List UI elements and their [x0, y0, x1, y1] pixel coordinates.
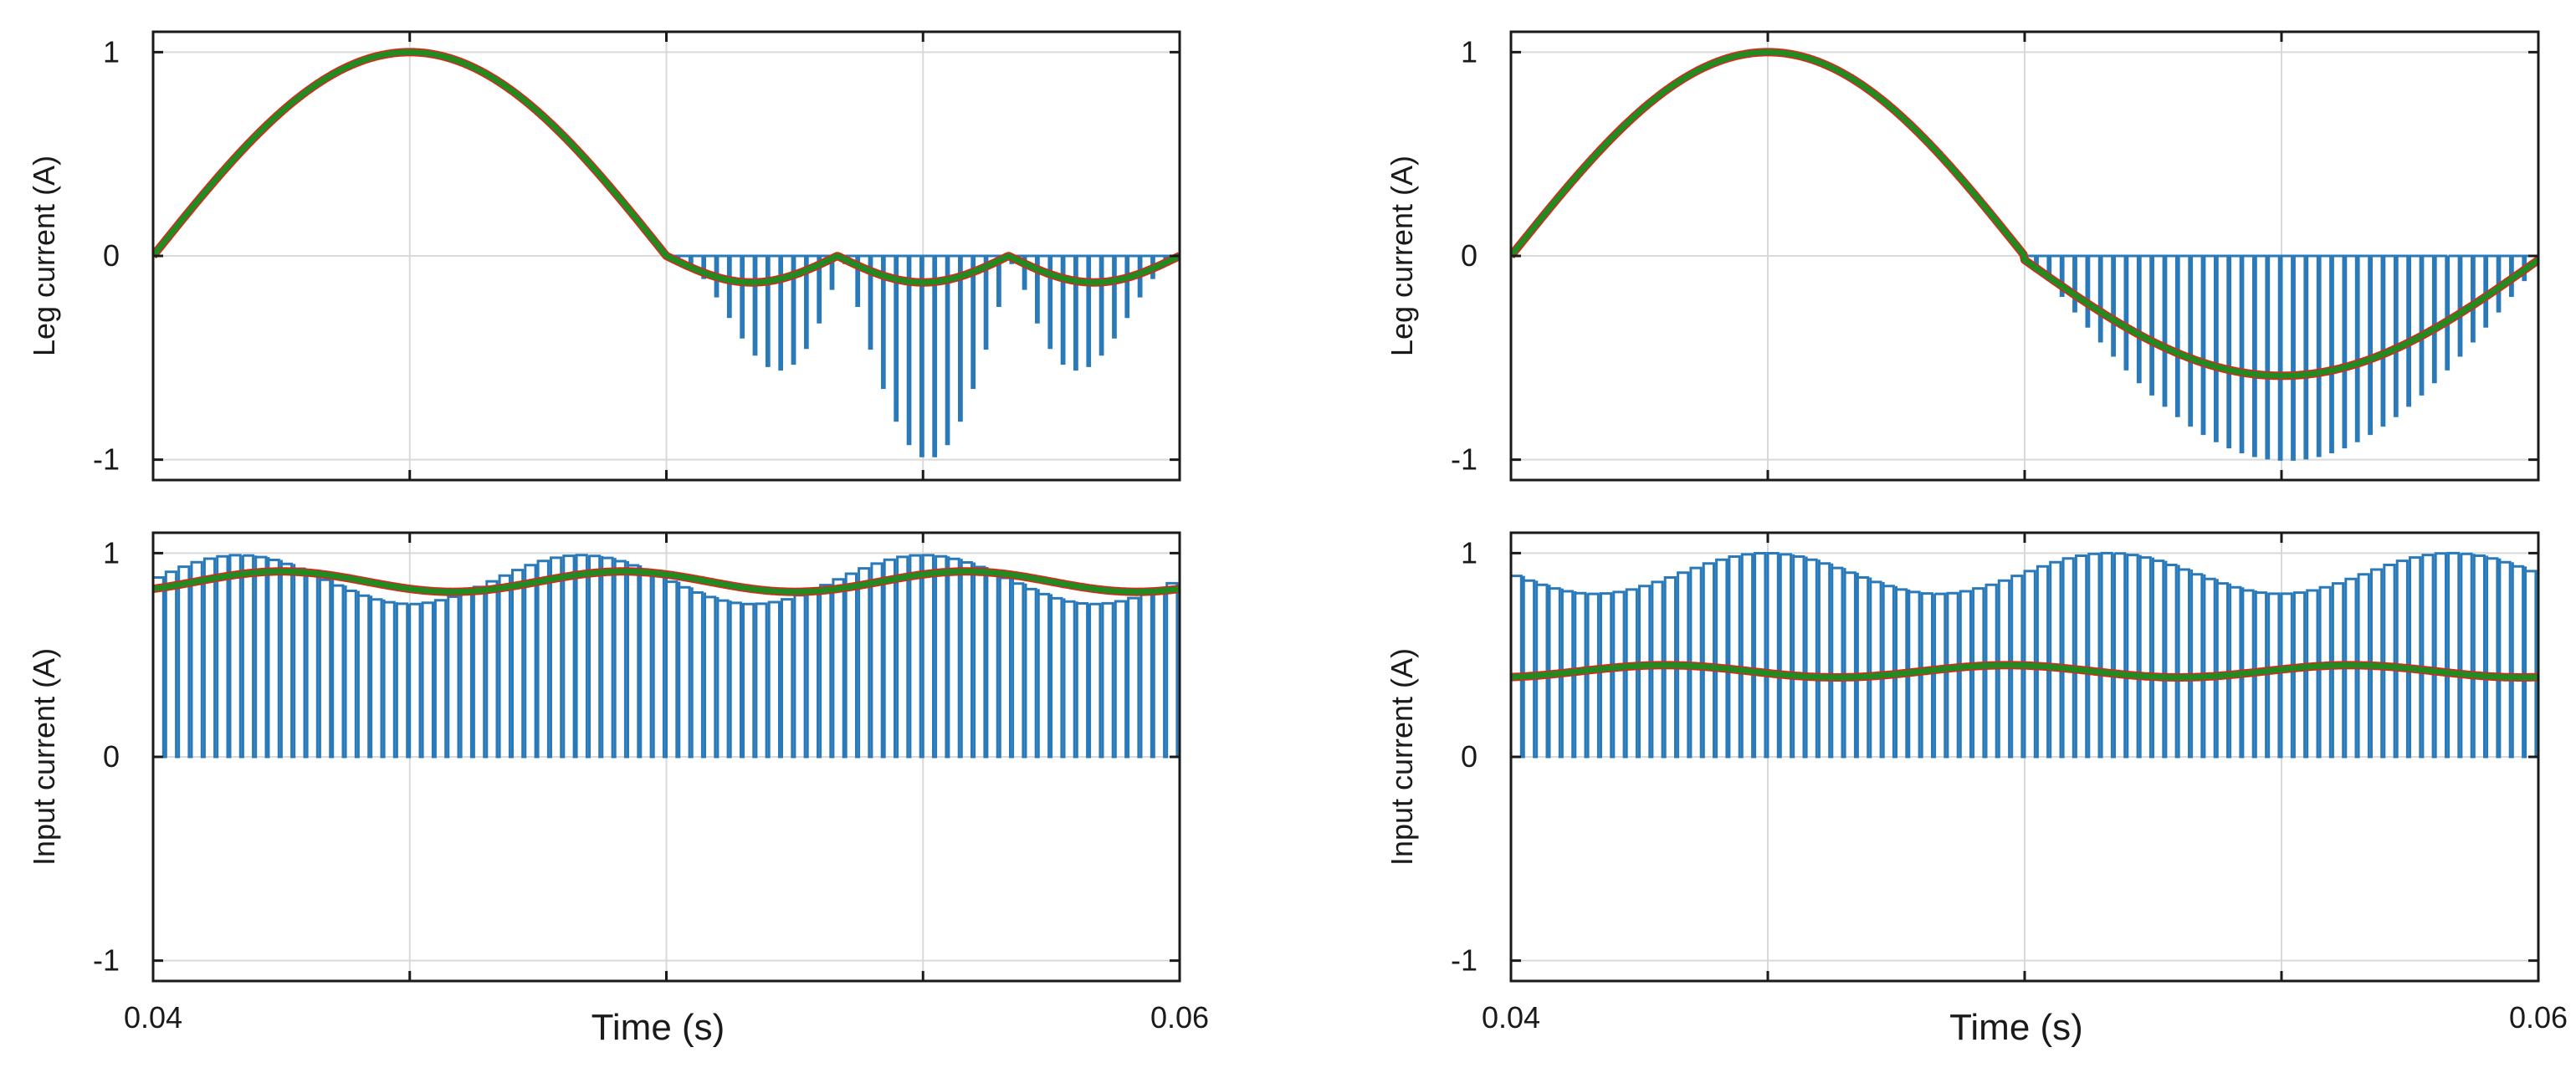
- y-tick-label: 0: [103, 739, 120, 774]
- series-line-blue-pwm: [1511, 551, 2538, 759]
- chart-panel-left-leg-current: -1 0 1 Leg current (A): [27, 30, 1181, 482]
- y-tick-label: 1: [1461, 34, 1477, 69]
- plot-area: [153, 48, 1180, 457]
- series-line-green: [1511, 662, 2538, 681]
- y-tick-label: 1: [1461, 535, 1477, 570]
- series-line-green: [1511, 49, 2538, 379]
- y-axis-label: Leg current (A): [1385, 156, 1419, 356]
- plot-area: [1511, 48, 2538, 461]
- series-line-green: [153, 49, 1180, 286]
- plot-area: [153, 554, 1180, 759]
- y-tick-label: 0: [1461, 238, 1477, 273]
- x-axis-label: Time (s): [592, 1007, 725, 1048]
- x-axis-label: Time (s): [1949, 1007, 2083, 1048]
- y-tick-label: 0: [103, 238, 120, 273]
- x-tick-label: 0.04: [1482, 1000, 1540, 1035]
- plot-area: [1511, 551, 2538, 759]
- x-tick-label: 0.06: [1150, 1000, 1209, 1035]
- chart-panel-right-leg-current: -1 0 1 Leg current (A): [1385, 30, 2540, 482]
- y-tick-label: -1: [1451, 943, 1477, 978]
- x-tick-label: 0.04: [124, 1000, 182, 1035]
- chart-panel-left-input-current: 0.04 0.06 -1 0 1 Input current (A) Time (s): [27, 531, 1209, 1048]
- x-tick-label: 0.06: [2509, 1000, 2568, 1035]
- y-tick-label: 1: [103, 535, 120, 570]
- y-tick-label: -1: [93, 943, 120, 978]
- series-line-green: [153, 568, 1180, 595]
- y-axis-label: Leg current (A): [27, 156, 61, 356]
- y-tick-label: 1: [103, 34, 120, 69]
- y-axis-label: Input current (A): [1385, 648, 1419, 866]
- y-tick-label: -1: [93, 442, 120, 477]
- y-tick-label: 0: [1461, 739, 1477, 774]
- series-line-blue-pwm: [153, 554, 1180, 759]
- y-tick-label: -1: [1451, 442, 1477, 477]
- y-axis-label: Input current (A): [27, 648, 61, 866]
- chart-panel-right-input-current: 0.04 0.06 -1 0 1 Input current (A) Time (s): [1385, 531, 2568, 1048]
